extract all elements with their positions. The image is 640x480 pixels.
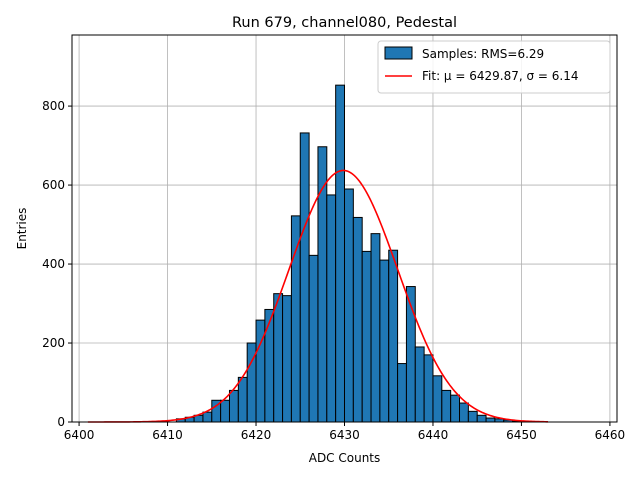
x-tick-label: 6440 <box>418 428 449 442</box>
gaussian-fit-curve <box>87 169 549 423</box>
histogram-bar <box>335 84 345 423</box>
legend-box <box>377 40 611 94</box>
x-axis-ticks: 6400 6410 6420 6430 6440 6450 6460 <box>64 422 625 442</box>
histogram-bar <box>344 188 354 423</box>
histogram-bar <box>308 254 319 423</box>
legend-samples-swatch <box>384 46 413 60</box>
histogram-bar <box>282 295 292 423</box>
histogram-bar <box>379 259 390 423</box>
histogram-bar <box>299 132 310 423</box>
histogram-bar <box>352 216 363 423</box>
y-tick-label: 400 <box>42 257 65 271</box>
x-tick-label: 6450 <box>506 428 537 442</box>
histogram-bar <box>220 399 230 423</box>
histogram-bar <box>432 375 443 423</box>
histogram-bar <box>237 376 248 423</box>
histogram-bar <box>370 233 381 423</box>
histogram-bars <box>175 84 540 423</box>
x-axis-label: ADC Counts <box>309 451 381 465</box>
y-tick-label: 0 <box>57 415 65 429</box>
histogram-bar <box>397 363 407 423</box>
y-tick-label: 200 <box>42 336 65 350</box>
y-tick-label: 600 <box>42 178 65 192</box>
y-tick-label: 800 <box>42 99 65 113</box>
legend-fit-label: Fit: μ = 6429.87, σ = 6.14 <box>422 69 579 83</box>
histogram-bar <box>459 402 469 423</box>
histogram-bar <box>441 389 452 423</box>
histogram-bar <box>414 346 425 423</box>
x-tick-label: 6420 <box>241 428 272 442</box>
histogram-bar <box>485 417 496 423</box>
histogram-bar <box>290 215 301 423</box>
histogram-bar <box>361 250 372 423</box>
y-axis-label: Entries <box>15 208 29 250</box>
histogram-bar <box>264 308 275 423</box>
legend: Samples: RMS=6.29 Fit: μ = 6429.87, σ = … <box>377 40 611 94</box>
x-tick-label: 6460 <box>595 428 626 442</box>
x-tick-label: 6430 <box>329 428 360 442</box>
x-tick-label: 6410 <box>152 428 183 442</box>
histogram-bar <box>467 410 478 423</box>
histogram-bar <box>228 389 239 423</box>
x-tick-label: 6400 <box>64 428 95 442</box>
chart-title: Run 679, channel080, Pedestal <box>232 15 457 31</box>
y-axis-ticks: 0 200 400 600 800 <box>42 99 72 429</box>
histogram-bar <box>450 394 461 423</box>
histogram-bar <box>476 414 487 423</box>
histogram-bar <box>388 249 399 423</box>
histogram-bar <box>423 354 434 423</box>
histogram-bar <box>202 411 213 423</box>
legend-samples-label: Samples: RMS=6.29 <box>422 47 544 61</box>
histogram-bar <box>273 293 284 423</box>
histogram-bar <box>326 194 337 423</box>
